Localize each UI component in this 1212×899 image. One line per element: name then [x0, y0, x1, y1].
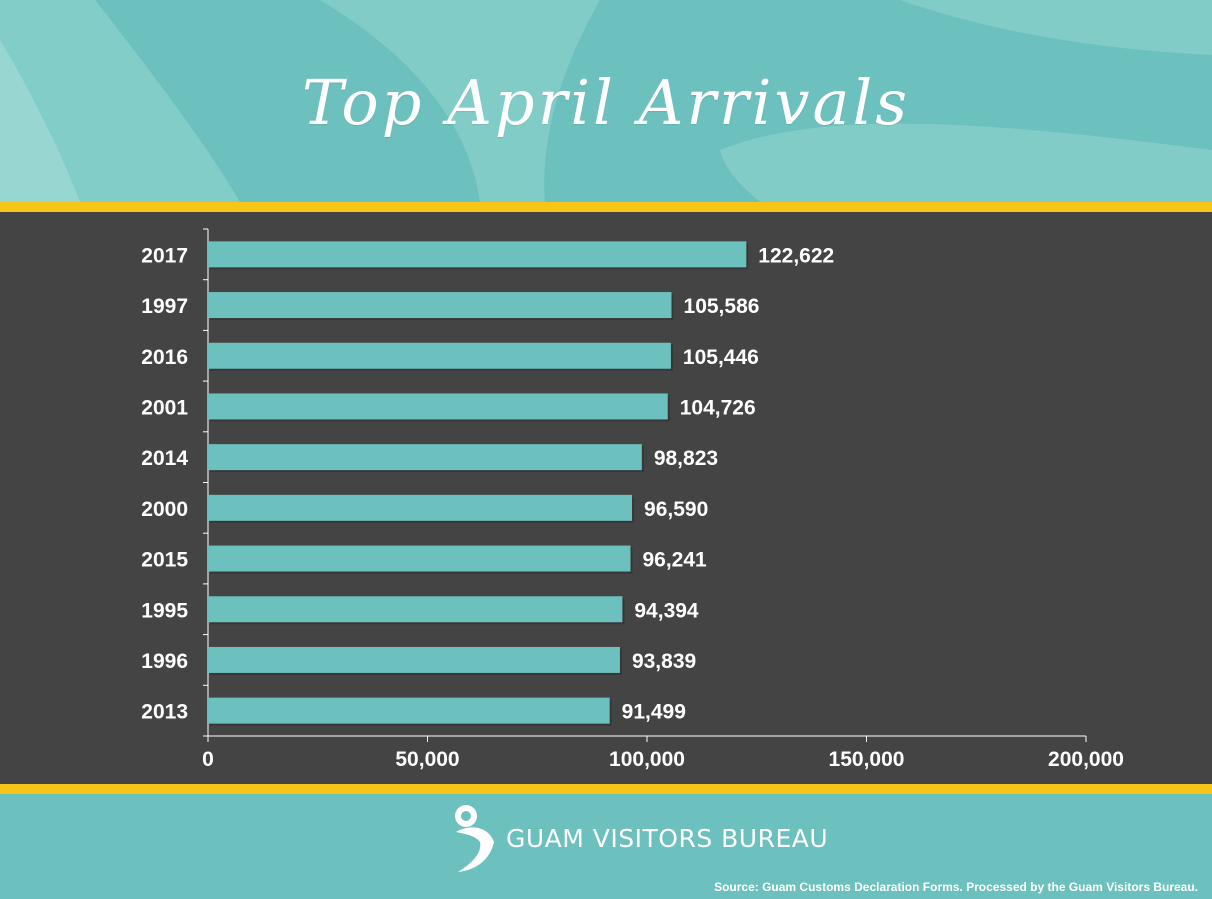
bottom-accent-stripe — [0, 784, 1212, 794]
x-tick-label: 100,000 — [609, 748, 685, 771]
value-label: 122,622 — [758, 244, 834, 267]
guam-visitors-bureau-logo-icon — [453, 805, 494, 872]
value-label: 96,590 — [644, 498, 708, 521]
bar — [208, 342, 671, 369]
page-title: Top April Arrivals — [301, 66, 911, 139]
category-label: 2014 — [141, 447, 188, 470]
logo-text: GUAM VISITORS BUREAU — [506, 824, 829, 853]
category-label: 2017 — [141, 244, 188, 267]
wave-decoration — [0, 0, 1212, 202]
value-label: 105,446 — [683, 346, 759, 369]
x-tick-label: 200,000 — [1048, 748, 1124, 771]
category-label: 2000 — [141, 498, 188, 521]
category-label: 2016 — [141, 346, 188, 369]
header-banner: Top April Arrivals — [0, 0, 1212, 202]
value-label: 96,241 — [642, 549, 707, 572]
x-tick-label: 50,000 — [395, 748, 459, 771]
category-label: 1997 — [141, 295, 188, 318]
category-label: 1995 — [141, 599, 188, 622]
value-label: 105,586 — [684, 295, 760, 318]
source-note: Source: Guam Customs Declaration Forms. … — [714, 880, 1198, 894]
category-label: 2001 — [141, 396, 188, 419]
gvb-logo: GUAM VISITORS BUREAU — [448, 802, 848, 874]
bar — [208, 697, 610, 724]
bar — [208, 646, 620, 673]
x-tick-label: 150,000 — [829, 748, 905, 771]
bar — [208, 494, 633, 521]
bar — [208, 241, 747, 268]
value-label: 94,394 — [634, 599, 699, 622]
bar-chart: 0 50,000 100,000 150,000 200,000 2017 122,622 1… — [141, 228, 1124, 771]
category-label: 2013 — [141, 701, 188, 724]
value-label: 98,823 — [654, 447, 718, 470]
footer: GUAM VISITORS BUREAU Source: Guam Custom… — [0, 794, 1212, 899]
chart-area: 0 50,000 100,000 150,000 200,000 2017 122,622 1… — [0, 212, 1212, 784]
bar — [208, 393, 668, 420]
bar — [208, 545, 631, 572]
x-tick-label: 0 — [202, 748, 214, 771]
category-label: 2015 — [141, 549, 188, 572]
value-label: 104,726 — [680, 396, 756, 419]
bar — [208, 596, 623, 623]
value-label: 93,839 — [632, 650, 696, 673]
value-label: 91,499 — [622, 701, 686, 724]
category-label: 1996 — [141, 650, 188, 673]
bar — [208, 444, 642, 471]
top-accent-stripe — [0, 202, 1212, 212]
bar — [208, 292, 672, 319]
